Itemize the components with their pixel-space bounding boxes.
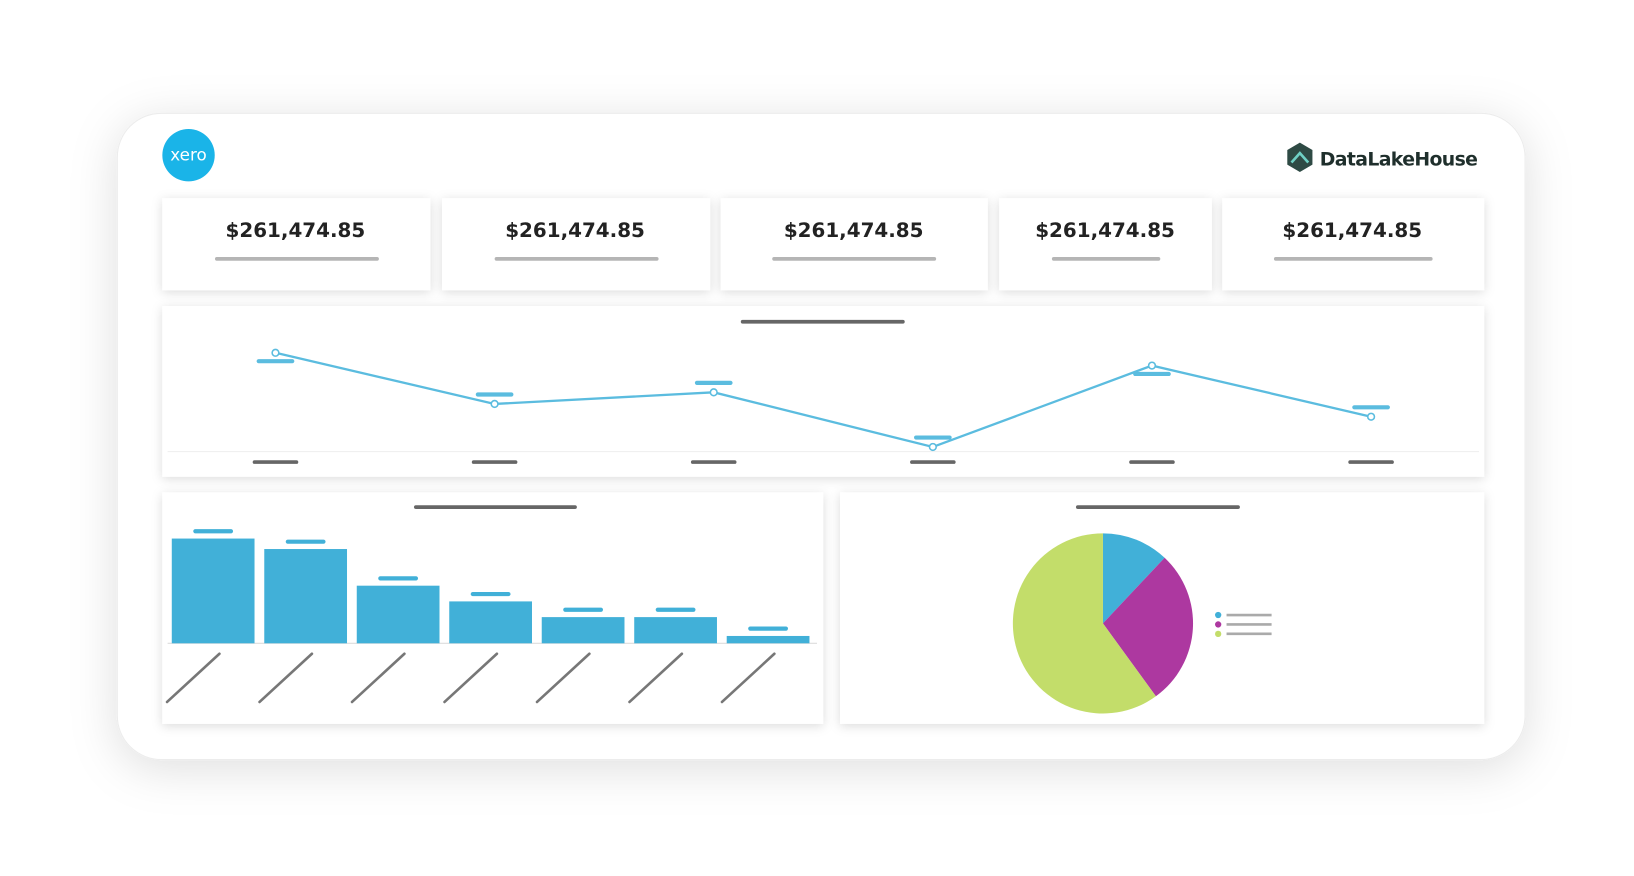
bar bbox=[171, 538, 255, 644]
dlh-logo-text[interactable]: DataLakeHouse bbox=[1320, 150, 1478, 171]
bar bbox=[634, 617, 717, 644]
bar bbox=[726, 635, 810, 644]
pie-slice bbox=[1012, 533, 1156, 714]
kpi-card bbox=[442, 198, 711, 291]
x-label-placeholder bbox=[443, 652, 499, 704]
line-point bbox=[928, 442, 937, 452]
line-point bbox=[490, 399, 499, 409]
x-label-placeholder bbox=[535, 652, 591, 704]
dlh-icon bbox=[1287, 142, 1313, 172]
legend-swatch bbox=[1215, 630, 1222, 638]
line-point bbox=[271, 348, 280, 357]
line-point bbox=[709, 388, 718, 397]
title-placeholders bbox=[413, 319, 1240, 509]
pie-slice bbox=[1102, 557, 1194, 697]
line-point bbox=[1366, 412, 1376, 421]
bar bbox=[449, 601, 532, 644]
kpi-value: $261,474.85 bbox=[1035, 219, 1175, 242]
x-label-placeholder bbox=[350, 652, 406, 704]
kpi-card bbox=[999, 198, 1212, 291]
pie-slice bbox=[1102, 533, 1165, 624]
line-point bbox=[1147, 361, 1157, 370]
kpi-card bbox=[1222, 198, 1485, 291]
dlh-icon-roof bbox=[1290, 151, 1310, 164]
x-label-placeholder bbox=[628, 652, 684, 704]
xero-logo[interactable] bbox=[162, 129, 215, 182]
kpi-card bbox=[720, 198, 988, 291]
legend-swatch bbox=[1215, 611, 1222, 619]
x-label-placeholder bbox=[165, 652, 221, 704]
kpi-value: $261,474.85 bbox=[1282, 219, 1422, 242]
plots bbox=[165, 348, 1394, 714]
x-label-placeholder bbox=[720, 652, 776, 704]
bar bbox=[541, 617, 625, 644]
xero-logo-text: xero bbox=[170, 144, 206, 164]
kpi-value: $261,474.85 bbox=[505, 219, 645, 242]
legend-swatch bbox=[1215, 621, 1222, 628]
x-label-placeholder bbox=[258, 652, 314, 704]
bar bbox=[356, 585, 440, 644]
kpi-card bbox=[162, 198, 431, 291]
bar bbox=[264, 549, 348, 644]
line-series bbox=[275, 351, 1372, 449]
kpi-value: $261,474.85 bbox=[784, 219, 924, 242]
kpi-value: $261,474.85 bbox=[226, 219, 366, 242]
